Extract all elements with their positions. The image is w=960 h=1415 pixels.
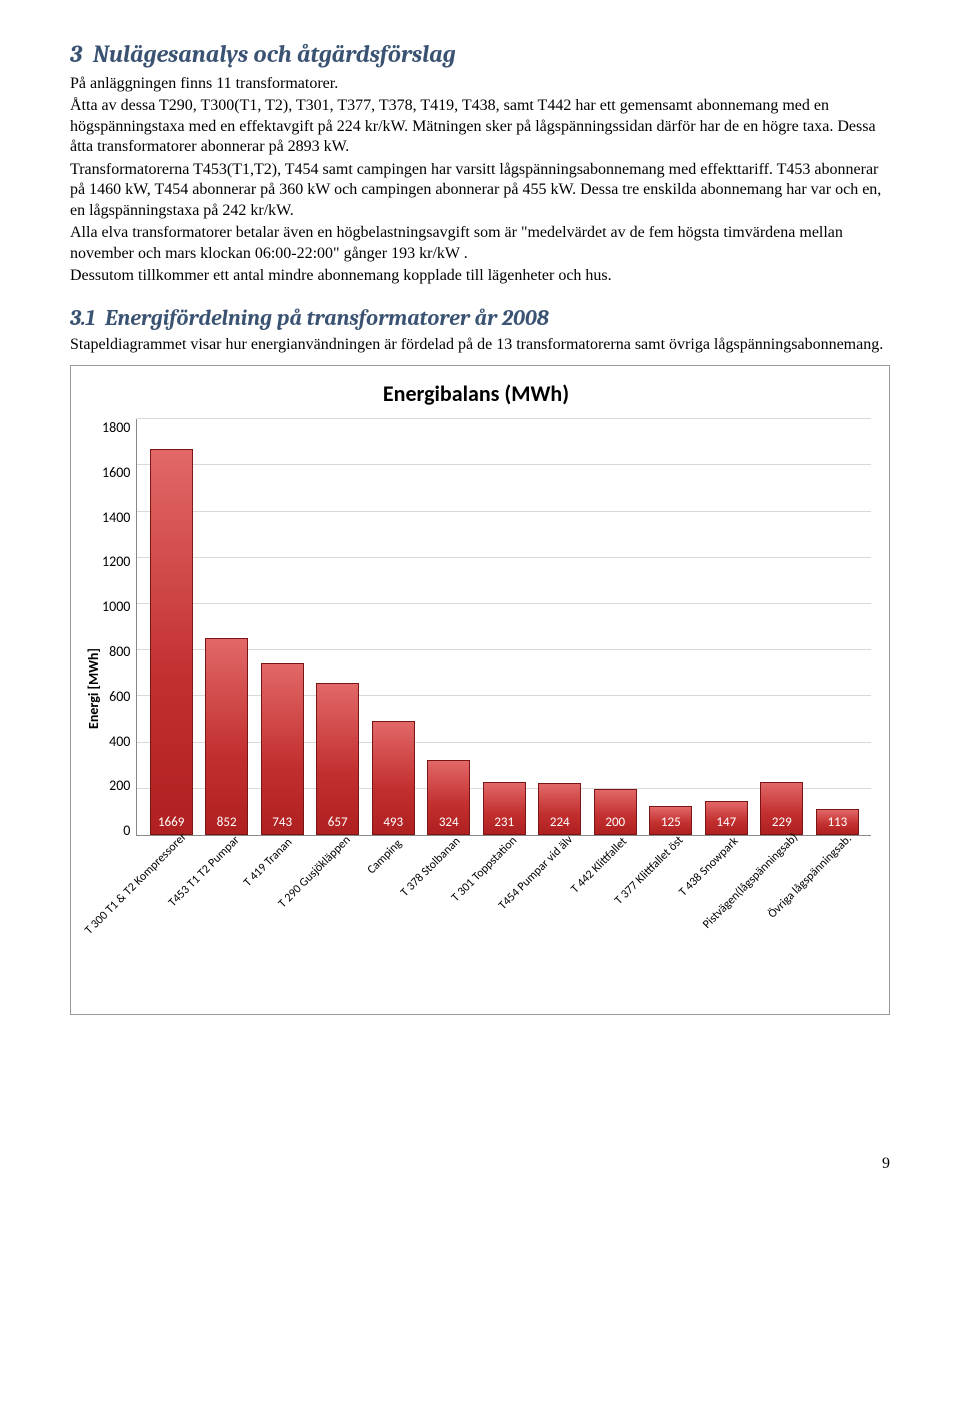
subsection-number: 3.1 [70,305,95,331]
plot-area: 1669 852 743 657 493 324 231 224 200 125 147 229 113 [136,419,871,836]
bars: 1669 852 743 657 493 324 231 224 200 125 147 229 113 [137,419,871,835]
y-tick: 1800 [102,419,130,436]
energy-chart: Energibalans (MWh) Energi [MWh] 1800 1600… [70,365,890,1015]
bar-value: 229 [772,815,792,834]
section-number: 3 [70,40,82,68]
bar-value: 231 [494,815,514,834]
bar-slot: 113 [810,419,866,835]
y-tick: 1400 [102,509,130,526]
bar-value: 147 [716,815,736,834]
paragraph: Stapeldiagrammet visar hur energianvändn… [70,335,890,355]
bar-value: 657 [328,815,348,834]
x-label-slot: T454 Pumpar vid älv [531,840,587,959]
y-tick: 600 [102,688,130,705]
section-title: 3 Nulägesanalys och åtgärdsförslag [70,40,890,68]
x-label: Camping [365,837,405,877]
bar-slot: 125 [643,419,699,835]
bar-slot: 224 [532,419,588,835]
x-label-slot: T 377 Klittfallet öst [643,840,699,959]
x-label-slot: T453 T1 T2 Pumpar [198,840,254,959]
subsection-title: 3.1 Energifördelning på transformatorer … [70,305,890,331]
bar: 229 [760,782,803,835]
y-tick: 1600 [102,464,130,481]
bar: 852 [205,638,248,835]
bar-slot: 1669 [143,419,199,835]
y-axis-label: Energi [MWh] [81,419,102,959]
bar-value: 324 [439,815,459,834]
bar-value: 125 [661,815,681,834]
bar-slot: 657 [310,419,366,835]
paragraph: Alla elva transformatorer betalar även e… [70,223,890,264]
page-number: 9 [70,1155,890,1173]
bar-value: 743 [272,815,292,834]
bar-slot: 231 [476,419,532,835]
x-labels: T 300 T1 & T2 KompressorerT453 T1 T2 Pum… [136,840,871,959]
paragraph: Transformatorerna T453(T1,T2), T454 samt… [70,160,890,221]
y-tick: 200 [102,777,130,794]
bar-slot: 852 [199,419,255,835]
y-tick: 1200 [102,553,130,570]
bar-value: 224 [550,815,570,834]
x-label-slot: T 290 Gusjökläppen [309,840,365,959]
bar: 324 [427,760,470,835]
y-tick: 400 [102,733,130,750]
bar-value: 200 [605,815,625,834]
bar-value: 852 [217,815,237,834]
x-label-slot: T 378 Stolbanan [420,840,476,959]
bar: 113 [816,809,859,835]
bar-slot: 743 [254,419,310,835]
y-tick: 0 [102,822,130,839]
chart-title: Energibalans (MWh) [81,380,871,407]
y-tick: 800 [102,643,130,660]
section-title-text: Nulägesanalys och åtgärdsförslag [93,40,456,68]
paragraph: Dessutom tillkommer ett antal mindre abo… [70,266,890,286]
bar-slot: 200 [588,419,644,835]
bar: 1669 [150,449,193,835]
bar: 493 [372,721,415,835]
bar: 224 [538,783,581,835]
x-label-slot: Camping [365,840,421,959]
x-label-slot: Övriga lågspänningsab. [809,840,865,959]
subsection-title-text: Energifördelning på transformatorer år 2… [105,305,549,331]
bar-slot: 324 [421,419,477,835]
bar: 231 [483,782,526,835]
paragraph: På anläggningen finns 11 transformatorer… [70,74,890,94]
bar: 200 [594,789,637,835]
bar: 743 [261,663,304,835]
paragraph: Åtta av dessa T290, T300(T1, T2), T301, … [70,96,890,157]
bar-slot: 229 [754,419,810,835]
bar: 147 [705,801,748,835]
bar-slot: 493 [365,419,421,835]
y-ticks: 1800 1600 1400 1200 1000 800 600 400 200 0 [102,419,136,839]
bar-value: 493 [383,815,403,834]
bar-slot: 147 [699,419,755,835]
bar: 657 [316,683,359,835]
y-tick: 1000 [102,598,130,615]
bar: 125 [649,806,692,835]
